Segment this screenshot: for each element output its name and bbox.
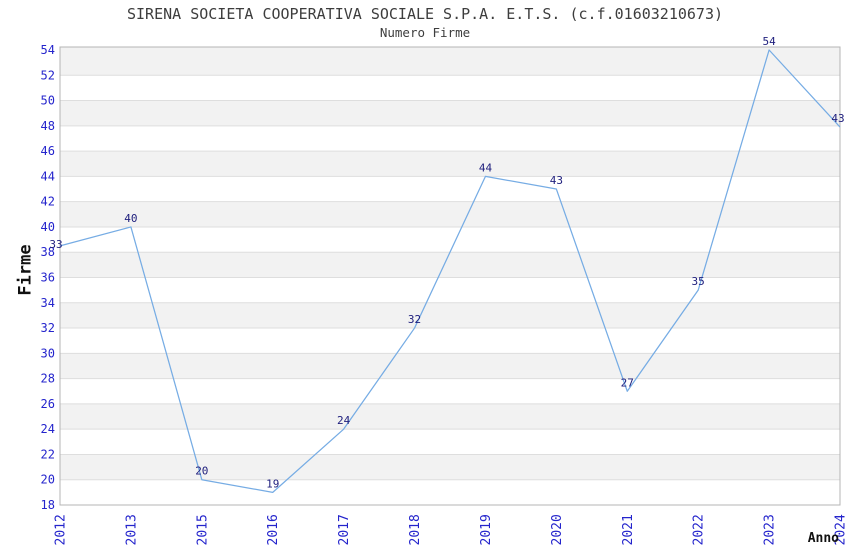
data-point-label: 33: [49, 238, 62, 251]
x-tick-label: 2012: [54, 514, 69, 545]
plot-border: [59, 46, 841, 506]
x-axis-title: Anno: [808, 531, 839, 546]
stripe-band: [60, 252, 840, 278]
stripe-band: [60, 201, 840, 227]
data-point-label: 20: [195, 465, 208, 478]
y-tick-label: 30: [41, 346, 55, 360]
data-point-label: 43: [550, 174, 563, 187]
data-point-label: 19: [266, 477, 279, 490]
y-tick-label: 32: [41, 321, 55, 335]
x-tick-label: 2021: [621, 514, 636, 545]
y-tick-label: 46: [41, 144, 55, 158]
data-point-label: 35: [692, 275, 705, 288]
data-point-label: 54: [762, 35, 776, 48]
data-point-label: 43: [831, 112, 844, 125]
data-point-label: 27: [621, 376, 634, 389]
chart-subtitle: Numero Firme: [379, 25, 471, 40]
x-tick-label: 2017: [337, 514, 352, 545]
y-tick-label: 22: [41, 447, 55, 461]
x-tick-label: 2013: [124, 514, 139, 545]
chart-title: SIRENA SOCIETA COOPERATIVA SOCIALE S.P.A…: [126, 5, 724, 23]
y-tick-label: 24: [41, 422, 55, 436]
y-tick-label: 42: [41, 195, 55, 209]
plot-layers: 1820222426283032343638404244464850525420…: [41, 35, 849, 546]
y-tick-label: 38: [41, 245, 55, 259]
y-tick-label: 44: [41, 169, 55, 183]
stripe-band: [60, 100, 840, 126]
y-tick-label: 26: [41, 397, 55, 411]
trend-line: [59, 49, 841, 493]
x-tick-label: 2016: [266, 514, 281, 545]
x-tick-label: 2022: [692, 514, 707, 545]
stripe-band: [60, 47, 840, 76]
data-point-label: 44: [479, 161, 493, 174]
x-tick-label: 2018: [408, 514, 423, 545]
y-tick-label: 48: [41, 119, 55, 133]
stripe-band: [60, 151, 840, 177]
x-tick-label: 2023: [763, 514, 778, 545]
x-tick-label: 2020: [550, 514, 565, 545]
y-tick-label: 54: [41, 43, 55, 57]
data-point-label: 40: [124, 212, 137, 225]
stripe-band: [60, 353, 840, 379]
x-tick-label: 2015: [195, 514, 210, 545]
data-point-label: 24: [337, 414, 351, 427]
y-tick-label: 40: [41, 220, 55, 234]
y-tick-label: 36: [41, 271, 55, 285]
y-tick-label: 34: [41, 296, 55, 310]
x-tick-label: 2024: [834, 514, 849, 545]
y-tick-label: 20: [41, 473, 55, 487]
y-tick-label: 18: [41, 498, 55, 512]
data-point-label: 32: [408, 313, 421, 326]
y-axis-title: Firme: [16, 244, 36, 295]
y-tick-label: 28: [41, 372, 55, 386]
y-tick-label: 52: [41, 68, 55, 82]
stripe-band: [60, 454, 840, 480]
y-tick-label: 50: [41, 94, 55, 108]
x-tick-label: 2019: [479, 514, 494, 545]
stripe-band: [60, 403, 840, 430]
stripe-band: [60, 302, 840, 329]
